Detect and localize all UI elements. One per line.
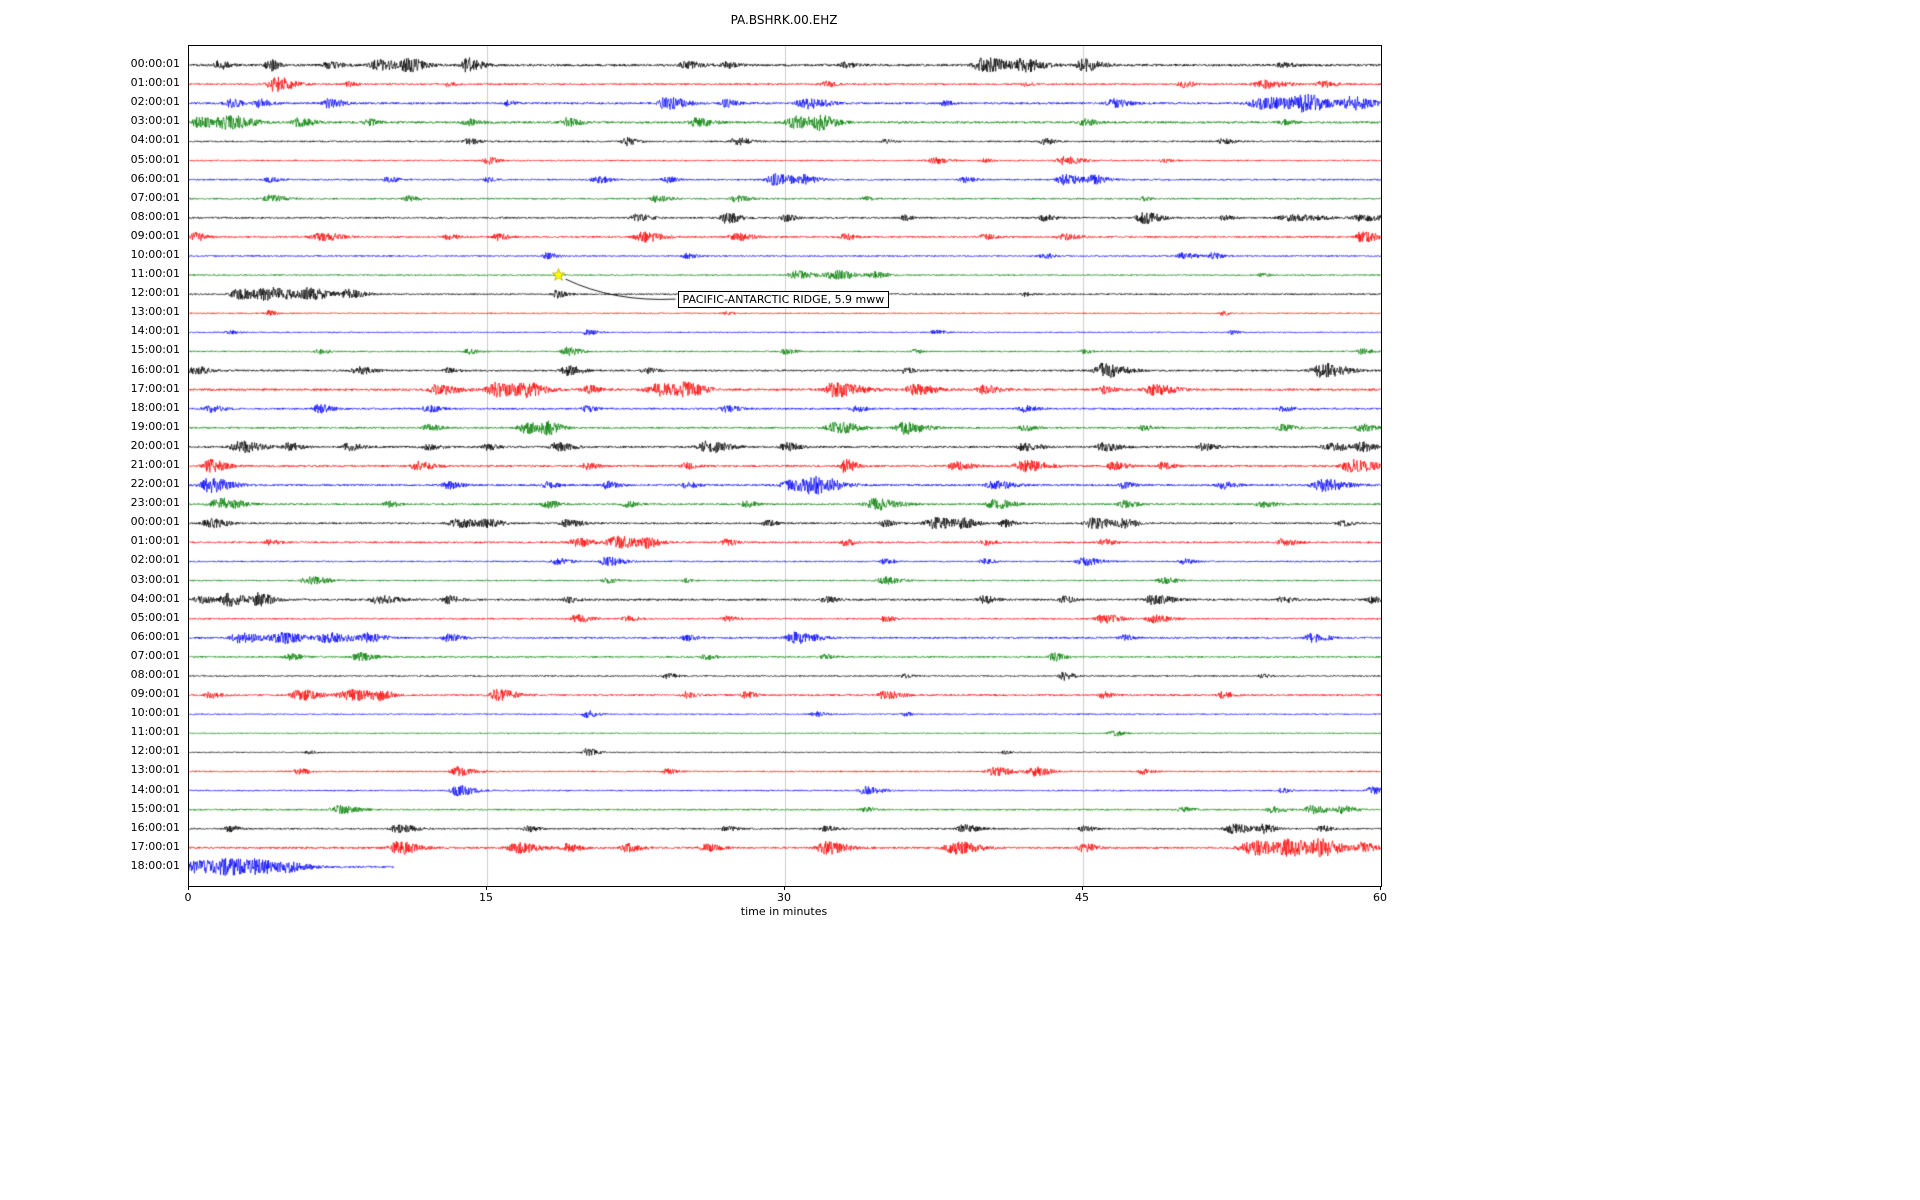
x-tick-label: 15 [479, 891, 493, 904]
y-axis-label: 00:00:01 [130, 57, 180, 71]
y-axis-label: 22:00:01 [130, 477, 180, 491]
y-axis-label: 16:00:01 [130, 362, 180, 376]
y-axis-label: 01:00:01 [130, 534, 180, 548]
y-axis-label: 13:00:01 [130, 305, 180, 319]
y-axis-label: 21:00:01 [130, 458, 180, 471]
y-axis-label: 02:00:01 [130, 553, 180, 567]
y-axis-label: 06:00:01 [130, 629, 180, 643]
y-axis-label: 14:00:01 [130, 782, 180, 796]
x-tick-mark [784, 886, 785, 890]
y-axis-label: 07:00:01 [130, 190, 180, 204]
y-axis-label: 16:00:01 [130, 820, 180, 834]
x-axis-ticks: 0 15 30 45 60 [0, 886, 1920, 910]
plot-area: PACIFIC-ANTARCTIC RIDGE, 5.9 mww [188, 45, 1382, 887]
x-tick-label: 0 [184, 891, 192, 904]
y-axis-labels: 00:00:01 01:00:01 02:00:01 03:00:01 04:00:01… [0, 0, 184, 1200]
y-axis-label: 17:00:01 [130, 839, 180, 853]
y-axis-label: 15:00:01 [130, 343, 180, 357]
y-axis-label: 12:00:01 [130, 286, 180, 300]
x-tick-label: 60 [1373, 891, 1387, 904]
y-axis-label: 03:00:01 [130, 114, 180, 128]
x-tick-mark [1082, 886, 1083, 890]
y-axis-label: 07:00:01 [130, 648, 180, 662]
x-tick-label: 30 [777, 891, 791, 904]
y-axis-label: 10:00:01 [130, 706, 180, 720]
y-axis-label: 11:00:01 [130, 725, 180, 739]
y-axis-label: 01:00:01 [130, 76, 180, 90]
y-axis-label: 11:00:01 [130, 267, 180, 281]
x-tick-label: 45 [1075, 891, 1089, 904]
seismogram-canvas [189, 46, 1381, 886]
y-axis-label: 09:00:01 [130, 228, 180, 242]
x-tick-mark [486, 886, 487, 890]
y-axis-label: 15:00:01 [130, 801, 180, 815]
y-axis-label: 20:00:01 [130, 438, 180, 452]
y-axis-label: 10:00:01 [130, 248, 180, 261]
y-axis-label: 06:00:01 [130, 171, 180, 185]
y-axis-label: 08:00:01 [130, 209, 180, 223]
y-axis-label: 00:00:01 [130, 515, 180, 529]
y-axis-label: 14:00:01 [130, 324, 180, 338]
y-axis-label: 04:00:01 [130, 133, 180, 147]
y-axis-label: 09:00:01 [130, 687, 180, 701]
y-axis-label: 23:00:01 [130, 496, 180, 510]
page-title: PA.BSHRK.00.EHZ [730, 13, 838, 27]
x-axis-title: time in minutes [740, 905, 828, 918]
y-axis-label: 18:00:01 [130, 400, 180, 414]
annotation-label: PACIFIC-ANTARCTIC RIDGE, 5.9 mww [677, 291, 890, 309]
x-tick-mark [1380, 886, 1381, 890]
y-axis-label: 04:00:01 [130, 591, 180, 605]
y-axis-label: 18:00:01 [130, 858, 180, 872]
y-axis-label: 08:00:01 [130, 668, 180, 681]
y-axis-label: 03:00:01 [130, 572, 180, 586]
y-axis-label: 02:00:01 [130, 95, 180, 109]
y-axis-label: 12:00:01 [130, 744, 180, 758]
y-axis-label: 13:00:01 [130, 763, 180, 777]
y-axis-label: 05:00:01 [130, 610, 180, 624]
y-axis-label: 19:00:01 [130, 419, 180, 433]
y-axis-label: 17:00:01 [130, 381, 180, 395]
y-axis-label: 05:00:01 [130, 152, 180, 166]
x-tick-mark [188, 886, 189, 890]
